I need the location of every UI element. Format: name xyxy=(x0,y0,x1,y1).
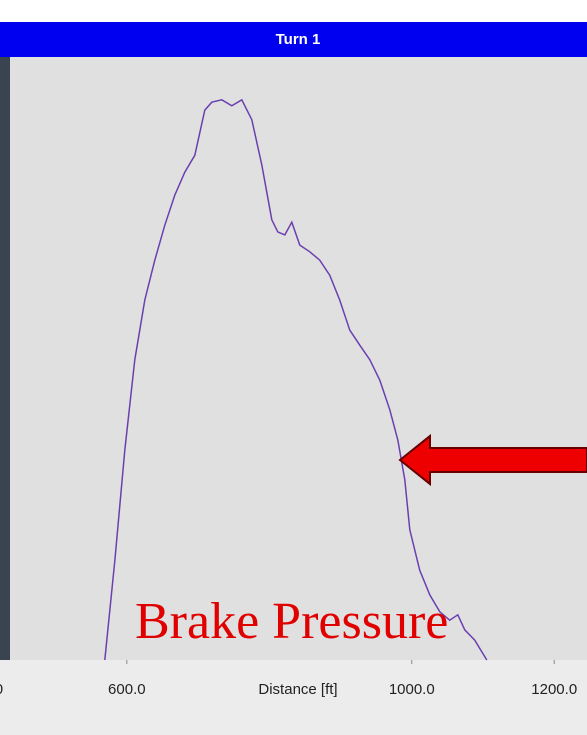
page: {"chart_data": {"type": "line", "title":… xyxy=(0,0,587,735)
chart-title: Turn 1 xyxy=(276,31,321,48)
top-strip xyxy=(0,0,587,22)
x-tick-label: 1000.0 xyxy=(389,681,435,698)
x-tick-label: 1200.0 xyxy=(531,681,577,698)
x-tick-label: 600.0 xyxy=(108,681,146,698)
plot-area xyxy=(10,57,587,660)
chart: Turn 1 Distance [ft] Brake Pressure 400.… xyxy=(0,0,587,735)
annotation: Brake Pressure xyxy=(135,593,448,650)
left-strip xyxy=(0,57,10,660)
x-tick-label: 400.0 xyxy=(0,681,3,698)
x-axis-label: Distance [ft] xyxy=(258,681,337,698)
